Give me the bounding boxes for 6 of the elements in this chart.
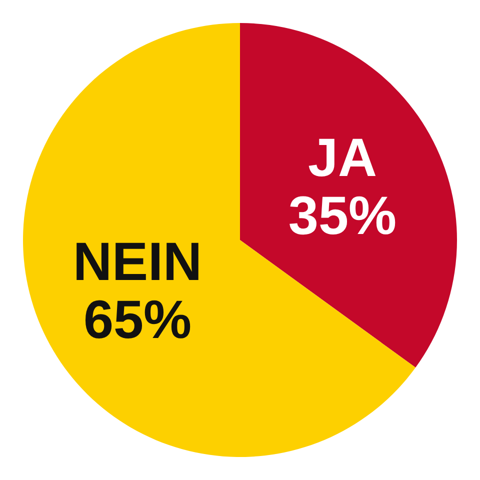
slice-label: NEIN <box>73 232 202 292</box>
pie-slice <box>23 23 416 457</box>
data-label: 35% <box>288 186 397 246</box>
data-label: 65% <box>83 290 192 350</box>
slice-label: JA <box>308 128 377 188</box>
pie-slice <box>240 23 457 368</box>
